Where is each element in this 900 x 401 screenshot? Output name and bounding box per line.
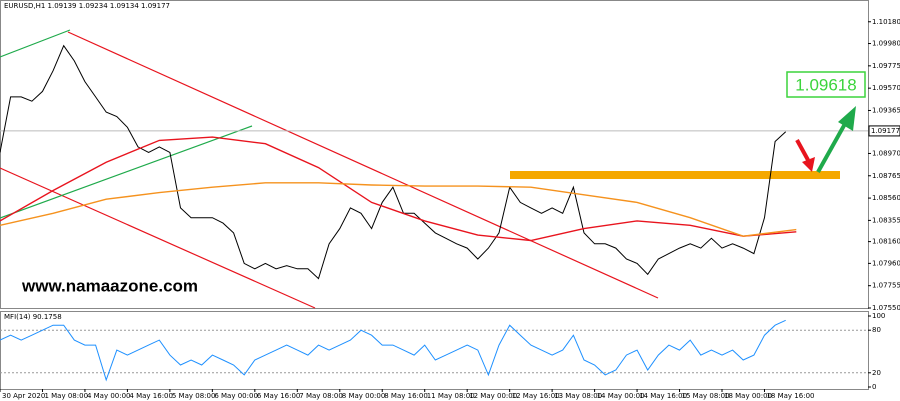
x-tick-label: 13 May 08:00 [554,392,602,400]
x-tick-label: 6 May 00:00 [214,392,258,400]
y-tick-label: 1.09775 [872,62,900,70]
y-tick-label: 1.09980 [872,40,900,48]
y-tick-label: 1.08970 [872,149,900,157]
watermark: www.namaazone.com [21,276,198,295]
x-tick-label: 4 May 00:00 [87,392,131,400]
y-tick-label: 1.08355 [872,216,900,224]
y-tick-label: 80 [872,326,881,334]
mfi-frame [0,311,869,390]
series-line [0,44,787,280]
x-tick-label: 12 May 00:00 [469,392,517,400]
x-tick-label: 18 May 16:00 [766,392,814,400]
target-box [786,71,866,98]
x-tick-label: 14 May 00:00 [597,392,645,400]
y-tick-label: 1.08160 [872,238,900,246]
red-arrow [795,139,810,161]
x-tick-label: 6 May 16:00 [257,392,301,400]
plot-area: 1.10180 1.09980 1.09775 1.09570 1.09365 1.089… [0,18,900,400]
mfi-title: MFI(14) 90.1758 [4,313,62,321]
x-tick-label: 8 May 00:00 [342,392,386,400]
y-tick-label: 100 [872,312,885,320]
x-tick-label: 8 May 16:00 [384,392,428,400]
x-tick-label: 30 Apr 2020 [2,392,45,400]
y-tick-label: 1.08560 [872,194,900,202]
y-tick-label: 1.09570 [872,84,900,92]
series-line [0,319,786,382]
last-price-box [868,125,900,137]
series-line [0,136,797,242]
x-tick-label: 14 May 16:00 [639,392,687,400]
resistance-zone [510,171,840,179]
y-tick-label: 20 [872,369,881,377]
green-channel-upper [0,29,71,58]
green-arrow [816,121,848,173]
x-tick-label: 7 May 08:00 [299,392,343,400]
y-tick-label: 1.07550 [872,304,900,312]
price-frame [0,0,869,309]
x-tick-label: 4 May 16:00 [129,392,173,400]
green-channel-lower [0,125,253,219]
series-line [0,182,797,237]
last-price-label: 1.09177 [871,127,900,135]
y-tick-label: 1.09365 [872,106,900,114]
x-tick-label: 15 May 08:00 [682,392,730,400]
y-tick-label: 1.07960 [872,259,900,267]
chart-title: EURUSD,H1 1.09139 1.09234 1.09134 1.0917… [4,2,170,10]
target-label: 1.09618 [795,75,856,94]
x-tick-label: 1 May 08:00 [44,392,88,400]
y-tick-label: 1.08765 [872,172,900,180]
x-tick-label: 5 May 08:00 [172,392,216,400]
red-arrow-head [802,157,815,172]
x-tick-label: 11 May 08:00 [427,392,475,400]
channel-upper [67,31,659,299]
y-tick-label: 1.07755 [872,282,900,290]
x-tick-label: 12 May 16:00 [512,392,560,400]
y-tick-label: 1.10180 [872,18,900,26]
x-tick-label: 18 May 00:00 [724,392,772,400]
y-tick-label: 0 [872,383,876,391]
green-arrow-head [838,106,856,131]
